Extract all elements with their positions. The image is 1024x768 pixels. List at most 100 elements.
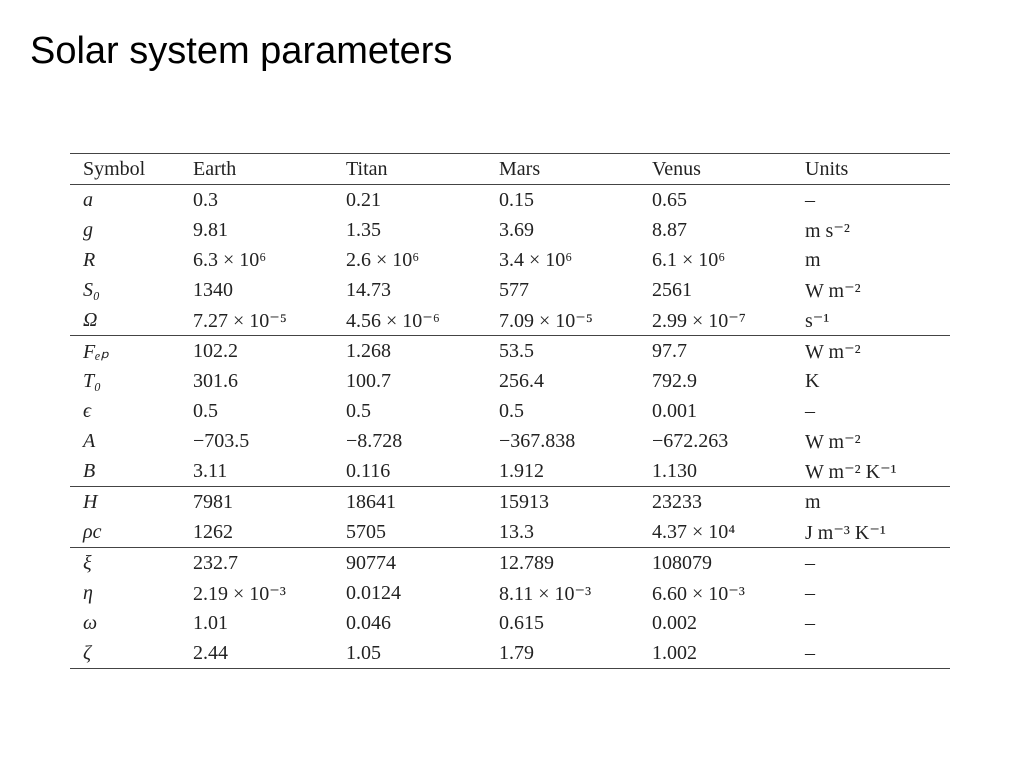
header-cell: Earth — [193, 157, 237, 180]
symbol-cell: ξ — [83, 551, 92, 574]
symbol-cell: H — [83, 490, 98, 513]
symbol-cell: S₀ — [83, 278, 100, 301]
value-cell: 1.268 — [346, 339, 391, 362]
value-cell: 1.35 — [346, 218, 381, 241]
value-cell: m s⁻² — [805, 219, 850, 242]
value-cell: W m⁻² K⁻¹ — [805, 460, 897, 483]
table-row: Fₑₚ 102.2 1.268 53.5 97.7 W m⁻² — [70, 336, 950, 367]
symbol-cell: Ω — [83, 308, 98, 331]
table-row: S₀ 1340 14.73 577 2561 W m⁻² — [70, 275, 950, 305]
value-cell: 0.001 — [652, 399, 697, 422]
value-cell: 4.56 × 10⁻⁶ — [346, 309, 440, 332]
value-cell: 7.27 × 10⁻⁵ — [193, 309, 287, 332]
value-cell: 9.81 — [193, 218, 228, 241]
header-cell: Symbol — [83, 157, 146, 180]
value-cell: 577 — [499, 278, 529, 301]
value-cell: −703.5 — [193, 429, 250, 452]
value-cell: 23233 — [652, 490, 702, 513]
value-cell: 0.15 — [499, 188, 534, 211]
value-cell: 0.0124 — [346, 581, 401, 604]
value-cell: 2.99 × 10⁻⁷ — [652, 309, 746, 332]
symbol-cell: R — [83, 248, 96, 271]
value-cell: 3.69 — [499, 218, 534, 241]
value-cell: – — [805, 611, 815, 634]
table-row: R 6.3 × 10⁶ 2.6 × 10⁶ 3.4 × 10⁶ 6.1 × 10⁶ m — [70, 245, 950, 275]
value-cell: 90774 — [346, 551, 396, 574]
value-cell: 2.6 × 10⁶ — [346, 248, 420, 271]
row-group: H 7981 18641 15913 23233 m ρc 1262 5705 13.3 4.37 … — [70, 487, 950, 548]
value-cell: 2561 — [652, 278, 692, 301]
table-row: H 7981 18641 15913 23233 m — [70, 487, 950, 518]
symbol-cell: g — [83, 218, 93, 241]
row-group: ξ 232.7 90774 12.789 108079 – η 2.19 × 10⁻³ 0.01… — [70, 548, 950, 669]
value-cell: 100.7 — [346, 369, 391, 392]
value-cell: – — [805, 551, 815, 574]
value-cell: 0.5 — [346, 399, 371, 422]
value-cell: s⁻¹ — [805, 309, 830, 332]
header-cell: Mars — [499, 157, 541, 180]
value-cell: 102.2 — [193, 339, 238, 362]
value-cell: 301.6 — [193, 369, 238, 392]
value-cell: 3.4 × 10⁶ — [499, 248, 573, 271]
value-cell: 1.002 — [652, 641, 697, 664]
header-cell: Units — [805, 157, 849, 180]
table-row: ω 1.01 0.046 0.615 0.002 – — [70, 608, 950, 638]
table-row: a 0.3 0.21 0.15 0.65 – — [70, 185, 950, 216]
value-cell: 8.11 × 10⁻³ — [499, 582, 592, 605]
value-cell: 1.05 — [346, 641, 381, 664]
value-cell: 18641 — [346, 490, 396, 513]
symbol-cell: A — [83, 429, 96, 452]
symbol-cell: T₀ — [83, 369, 102, 392]
value-cell: 15913 — [499, 490, 549, 513]
value-cell: – — [805, 641, 815, 664]
table-row: ξ 232.7 90774 12.789 108079 – — [70, 548, 950, 579]
value-cell: 1.130 — [652, 459, 697, 482]
symbol-cell: B — [83, 459, 96, 482]
value-cell: – — [805, 188, 815, 211]
table-row: g 9.81 1.35 3.69 8.87 m s⁻² — [70, 215, 950, 245]
value-cell: 4.37 × 10⁴ — [652, 520, 736, 543]
value-cell: 6.3 × 10⁶ — [193, 248, 267, 271]
value-cell: 0.615 — [499, 611, 544, 634]
header-cell: Venus — [652, 157, 701, 180]
value-cell: 14.73 — [346, 278, 391, 301]
value-cell: 2.44 — [193, 641, 228, 664]
value-cell: m — [805, 248, 821, 271]
value-cell: −672.263 — [652, 429, 729, 452]
value-cell: 6.60 × 10⁻³ — [652, 582, 745, 605]
table-row: B 3.11 0.116 1.912 1.130 W m⁻² K⁻¹ — [70, 456, 950, 487]
value-cell: K — [805, 369, 820, 392]
value-cell: – — [805, 399, 815, 422]
value-cell: W m⁻² — [805, 279, 861, 302]
value-cell: 1.912 — [499, 459, 544, 482]
table-row: η 2.19 × 10⁻³ 0.0124 8.11 × 10⁻³ 6.60 × 10⁻³… — [70, 578, 950, 608]
value-cell: 0.21 — [346, 188, 381, 211]
table-row: ζ 2.44 1.05 1.79 1.002 – — [70, 638, 950, 669]
symbol-cell: η — [83, 581, 93, 604]
value-cell: 1340 — [193, 278, 233, 301]
value-cell: 0.3 — [193, 188, 218, 211]
table-row: Ω 7.27 × 10⁻⁵ 4.56 × 10⁻⁶ 7.09 × 10⁻⁵ 2.99 ×… — [70, 305, 950, 336]
symbol-cell: Fₑₚ — [83, 340, 110, 363]
value-cell: −8.728 — [346, 429, 403, 452]
table-header: Symbol Earth Titan Mars Venus Units — [70, 153, 950, 185]
value-cell: W m⁻² — [805, 340, 861, 363]
value-cell: 97.7 — [652, 339, 687, 362]
value-cell: 7.09 × 10⁻⁵ — [499, 309, 593, 332]
value-cell: 6.1 × 10⁶ — [652, 248, 726, 271]
table-row: A −703.5 −8.728 −367.838 −672.263 W m⁻² — [70, 426, 950, 456]
row-group: a 0.3 0.21 0.15 0.65 – g 9.81 1.35 3.69 8.87 m s⁻² R… — [70, 185, 950, 336]
value-cell: 0.5 — [499, 399, 524, 422]
value-cell: 8.87 — [652, 218, 687, 241]
value-cell: J m⁻³ K⁻¹ — [805, 521, 886, 544]
value-cell: 7981 — [193, 490, 233, 513]
value-cell: m — [805, 490, 821, 513]
header-cell: Titan — [346, 157, 388, 180]
header-row: Symbol Earth Titan Mars Venus Units — [70, 153, 950, 185]
table-row: ϵ 0.5 0.5 0.5 0.001 – — [70, 396, 950, 426]
value-cell: 1.01 — [193, 611, 228, 634]
symbol-cell: a — [83, 188, 93, 211]
value-cell: 12.789 — [499, 551, 554, 574]
row-group: Fₑₚ 102.2 1.268 53.5 97.7 W m⁻² T₀ 301.6 100.7 25… — [70, 336, 950, 487]
